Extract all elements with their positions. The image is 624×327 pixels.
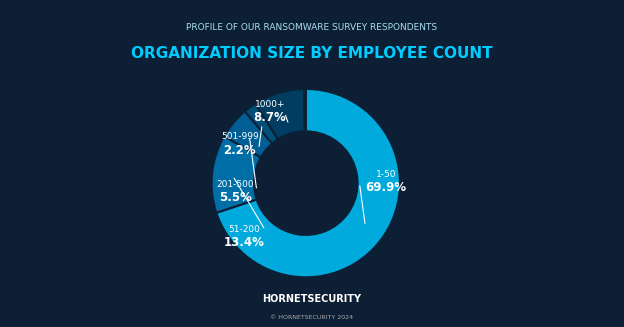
Text: © HORNETSECURITY 2024: © HORNETSECURITY 2024 [270,316,354,320]
Text: ORGANIZATION SIZE BY EMPLOYEE COUNT: ORGANIZATION SIZE BY EMPLOYEE COUNT [131,46,493,61]
Text: 2.2%: 2.2% [223,144,256,157]
Text: HORNETSECURITY: HORNETSECURITY [263,294,361,304]
Wedge shape [304,89,306,131]
Text: 8.7%: 8.7% [253,111,286,124]
Text: 51-200: 51-200 [228,225,260,234]
Text: 1000+: 1000+ [255,99,285,109]
Text: PROFILE OF OUR RANSOMWARE SURVEY RESPONDENTS: PROFILE OF OUR RANSOMWARE SURVEY RESPOND… [187,23,437,32]
Text: 13.4%: 13.4% [224,236,265,249]
Text: 1-50: 1-50 [376,170,396,179]
Text: 69.9%: 69.9% [365,181,406,194]
Wedge shape [224,111,272,157]
Wedge shape [255,89,305,139]
Wedge shape [217,89,400,277]
Text: 201-500: 201-500 [217,180,254,189]
Wedge shape [245,104,278,144]
Text: 501-999: 501-999 [221,132,259,142]
Wedge shape [212,136,261,213]
Text: 5.5%: 5.5% [218,191,251,204]
